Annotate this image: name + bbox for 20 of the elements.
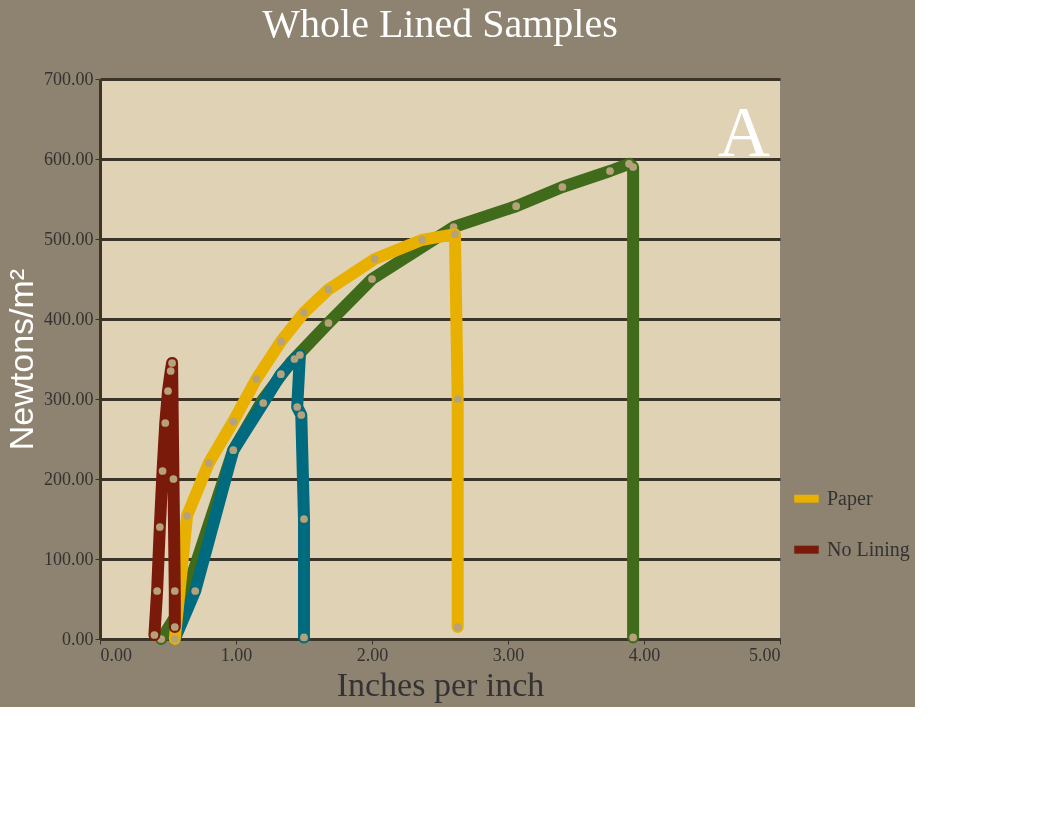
y-axis-title: Newtons/m² — [2, 268, 40, 451]
x-tick-label: 3.00 — [492, 644, 525, 665]
y-tick-label: 600.00 — [44, 148, 94, 169]
annotation: A — [718, 92, 770, 172]
x-tick-label: 5.00 — [749, 644, 781, 665]
x-tick-label: 4.00 — [628, 644, 661, 665]
chart-title: Whole Lined Samples — [262, 1, 618, 46]
x-tick-label: 2.00 — [356, 644, 389, 665]
y-tick-label: 0.00 — [62, 628, 94, 649]
y-tick-label: 200.00 — [44, 468, 94, 489]
x-axis-title: Inches per inch — [336, 665, 545, 703]
legend-label: No Lining — [827, 537, 910, 561]
legend-label: Paper — [827, 486, 873, 510]
y-tick-label: 300.00 — [44, 388, 94, 409]
y-tick-label: 500.00 — [44, 228, 94, 249]
y-tick-label: 400.00 — [44, 308, 94, 329]
y-tick-label: 700.00 — [44, 68, 94, 89]
x-tick-label: 1.00 — [220, 644, 253, 665]
y-tick-label: 100.00 — [44, 548, 94, 569]
x-tick-label: 0.00 — [100, 644, 132, 665]
